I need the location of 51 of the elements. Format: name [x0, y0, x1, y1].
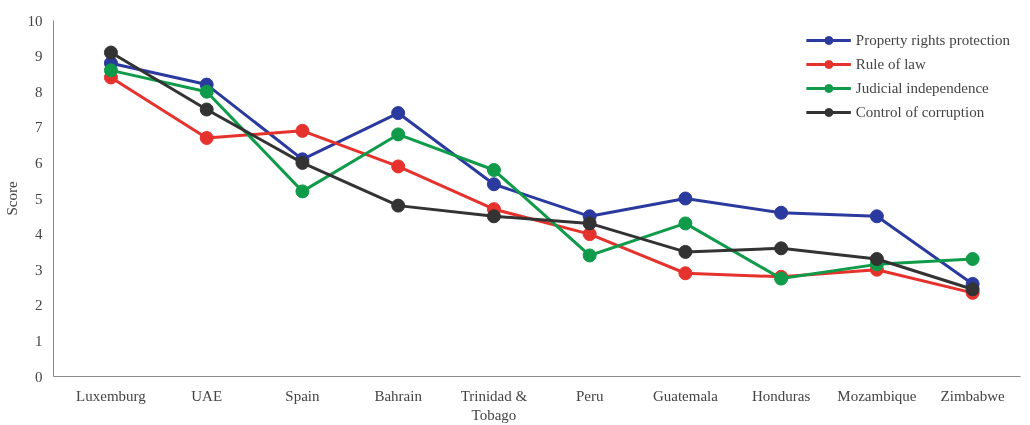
y-tick-label: 10: [27, 12, 43, 29]
point: [774, 205, 789, 220]
x-tick-label: Trinidad & Tobago: [460, 387, 528, 423]
point: [295, 184, 310, 199]
point: [965, 252, 980, 267]
point: [678, 266, 693, 281]
point: [295, 123, 310, 138]
y-tick-label: 2: [35, 297, 43, 314]
point: [582, 248, 597, 263]
point: [678, 216, 693, 231]
point: [103, 45, 118, 60]
x-tick-label: Mozambique: [837, 387, 917, 404]
point: [774, 241, 789, 256]
y-tick-label: 0: [35, 368, 43, 385]
point: [199, 130, 214, 145]
point: [486, 163, 501, 178]
x-tick-label: Luxemburg: [76, 387, 147, 404]
point: [869, 209, 884, 224]
y-tick-label: 7: [35, 119, 43, 136]
point: [582, 216, 597, 231]
y-tick-label: 1: [35, 332, 43, 349]
y-axis-title: Score: [3, 181, 20, 216]
legend-label: Control of corruption: [855, 103, 985, 121]
point: [486, 177, 501, 192]
point: [391, 127, 406, 142]
x-tick-label: Zimbabwe: [940, 387, 1006, 404]
y-tick-label: 8: [35, 83, 43, 100]
x-tick-label: Spain: [285, 387, 321, 404]
y-tick-label: 9: [35, 48, 43, 65]
legend-label: Rule of law: [855, 55, 926, 73]
y-tick-label: 4: [35, 226, 43, 243]
point: [486, 209, 501, 224]
y-tick-label: 6: [35, 154, 43, 171]
y-tick-label: 3: [35, 261, 43, 278]
x-tick-label: Guatemala: [652, 387, 719, 404]
point: [391, 106, 406, 121]
x-tick-label: Peru: [575, 387, 604, 404]
x-tick-label: UAE: [191, 387, 223, 404]
point: [199, 84, 214, 99]
x-tick-label: Honduras: [751, 387, 811, 404]
point: [199, 102, 214, 117]
point: [391, 198, 406, 213]
point: [678, 244, 693, 259]
x-tick-label: Bahrain: [374, 387, 423, 404]
point: [869, 252, 884, 267]
legend-label: Judicial independence: [855, 79, 989, 97]
point: [678, 191, 693, 206]
legend-label: Property rights protection: [855, 31, 1010, 49]
y-tick-label: 5: [35, 190, 43, 207]
point: [103, 63, 118, 78]
point: [391, 159, 406, 174]
